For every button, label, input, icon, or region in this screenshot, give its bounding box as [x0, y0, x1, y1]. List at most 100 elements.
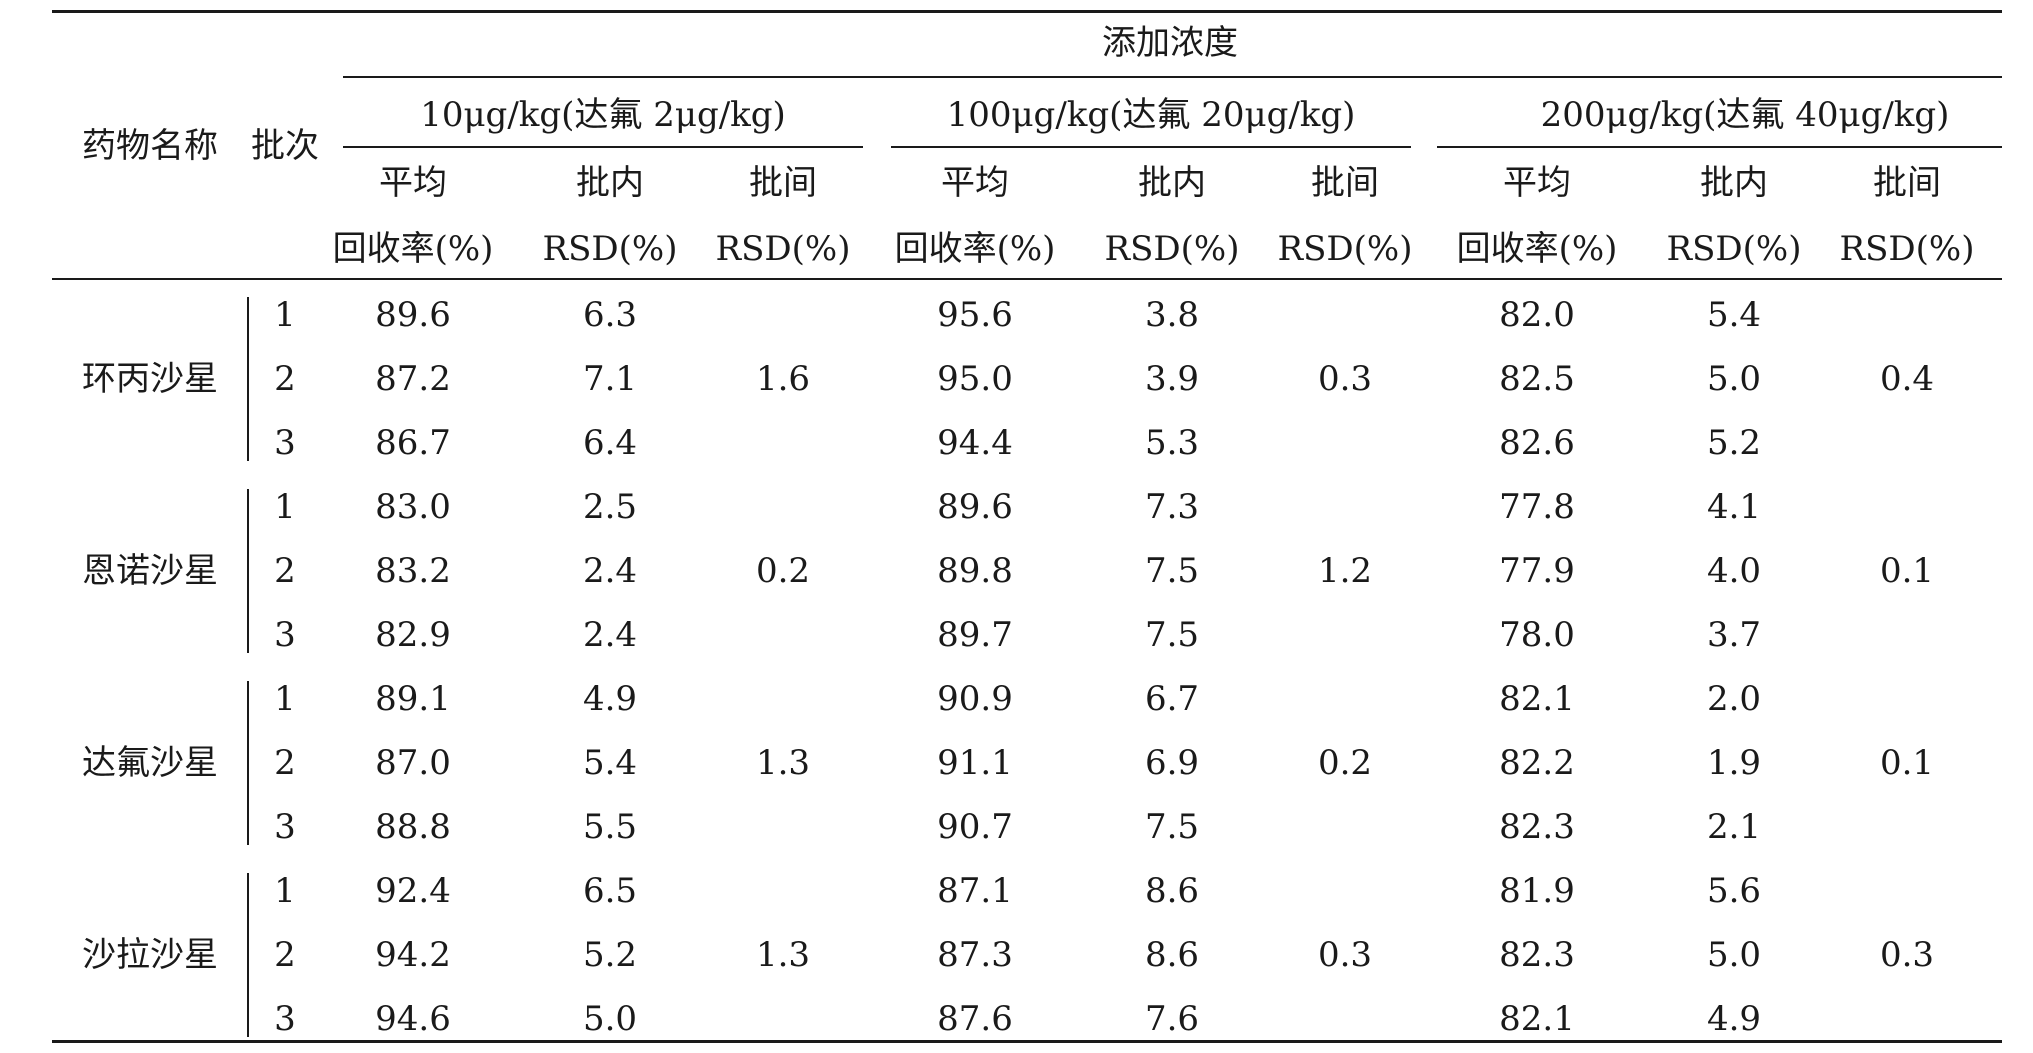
mean-recovery-cell: 82.1	[1499, 679, 1575, 719]
within-batch-rsd-header: RSD(%)	[1666, 229, 1802, 269]
between-batch-rsd-cell: 1.3	[755, 743, 811, 783]
within-batch-rsd-cell: 4.9	[582, 679, 638, 719]
mean-recovery-cell: 94.6	[375, 999, 451, 1039]
mean-recovery-cell: 82.2	[1499, 743, 1575, 783]
drug-group-bracket	[247, 873, 249, 1037]
within-batch-rsd-cell: 2.0	[1706, 679, 1762, 719]
within-batch-rsd-header: 批内	[1138, 163, 1206, 203]
batch-number: 3	[274, 807, 296, 847]
within-batch-rsd-cell: 5.6	[1706, 871, 1762, 911]
within-batch-rsd-cell: 7.3	[1144, 487, 1200, 527]
within-batch-rsd-cell: 3.7	[1706, 615, 1762, 655]
mean-recovery-cell: 89.6	[375, 295, 451, 335]
mean-recovery-cell: 87.1	[937, 871, 1013, 911]
mean-recovery-cell: 87.6	[937, 999, 1013, 1039]
mean-recovery-cell: 91.1	[937, 743, 1013, 783]
mean-recovery-cell: 77.8	[1499, 487, 1575, 527]
drug-name: 沙拉沙星	[82, 935, 218, 975]
between-batch-rsd-cell: 0.1	[1879, 743, 1935, 783]
level-1-underline	[343, 146, 863, 148]
between-batch-rsd-cell: 0.3	[1879, 935, 1935, 975]
within-batch-rsd-cell: 1.9	[1706, 743, 1762, 783]
between-batch-rsd-cell: 0.4	[1879, 359, 1935, 399]
batch-number: 2	[274, 359, 296, 399]
mean-recovery-cell: 95.0	[937, 359, 1013, 399]
within-batch-rsd-cell: 5.4	[582, 743, 638, 783]
within-batch-rsd-cell: 5.3	[1144, 423, 1200, 463]
mean-recovery-cell: 87.3	[937, 935, 1013, 975]
mean-recovery-header: 回收率(%)	[1456, 229, 1618, 269]
level-2-underline	[891, 146, 1411, 148]
mean-recovery-cell: 82.0	[1499, 295, 1575, 335]
mean-recovery-cell: 92.4	[375, 871, 451, 911]
within-batch-rsd-cell: 2.4	[582, 615, 638, 655]
mean-recovery-cell: 77.9	[1499, 551, 1575, 591]
drug-name: 达氟沙星	[82, 743, 218, 783]
within-batch-rsd-cell: 7.1	[582, 359, 638, 399]
batch-number: 1	[274, 679, 296, 719]
drug-name: 恩诺沙星	[82, 551, 218, 591]
level-header: 200μg/kg(达氟 40μg/kg)	[1540, 95, 1950, 135]
within-batch-rsd-cell: 5.0	[1706, 359, 1762, 399]
mean-recovery-header: 回收率(%)	[332, 229, 494, 269]
within-batch-rsd-cell: 7.6	[1144, 999, 1200, 1039]
between-batch-rsd-header: RSD(%)	[1277, 229, 1413, 269]
batch-number: 3	[274, 423, 296, 463]
mean-recovery-cell: 87.0	[375, 743, 451, 783]
bottom-rule	[52, 1040, 2002, 1043]
mean-recovery-cell: 89.1	[375, 679, 451, 719]
mean-recovery-cell: 94.4	[937, 423, 1013, 463]
within-batch-rsd-header: RSD(%)	[1104, 229, 1240, 269]
within-batch-rsd-cell: 5.2	[1706, 423, 1762, 463]
batch-number: 1	[274, 871, 296, 911]
drug-group-bracket	[247, 681, 249, 845]
within-batch-rsd-cell: 5.0	[1706, 935, 1762, 975]
mean-recovery-cell: 89.7	[937, 615, 1013, 655]
mean-recovery-cell: 86.7	[375, 423, 451, 463]
between-batch-rsd-cell: 0.2	[755, 551, 811, 591]
mean-recovery-header: 平均	[1503, 163, 1571, 203]
mean-recovery-cell: 82.6	[1499, 423, 1575, 463]
concentration-underline	[343, 76, 2002, 78]
batch-number: 1	[274, 487, 296, 527]
batch-number: 2	[274, 935, 296, 975]
between-batch-rsd-cell: 0.2	[1317, 743, 1373, 783]
mean-recovery-cell: 83.0	[375, 487, 451, 527]
mean-recovery-cell: 94.2	[375, 935, 451, 975]
within-batch-rsd-cell: 8.6	[1144, 935, 1200, 975]
mean-recovery-cell: 87.2	[375, 359, 451, 399]
between-batch-rsd-cell: 1.2	[1317, 551, 1373, 591]
mean-recovery-cell: 82.1	[1499, 999, 1575, 1039]
column-header-drug-name: 药物名称	[82, 126, 218, 166]
within-batch-rsd-cell: 5.4	[1706, 295, 1762, 335]
within-batch-rsd-cell: 5.2	[582, 935, 638, 975]
mean-recovery-cell: 90.9	[937, 679, 1013, 719]
between-batch-rsd-cell: 1.6	[755, 359, 811, 399]
batch-number: 3	[274, 615, 296, 655]
batch-number: 1	[274, 295, 296, 335]
within-batch-rsd-cell: 8.6	[1144, 871, 1200, 911]
header-bottom-rule	[52, 278, 2002, 280]
mean-recovery-cell: 89.8	[937, 551, 1013, 591]
between-batch-rsd-cell: 1.3	[755, 935, 811, 975]
batch-number: 2	[274, 743, 296, 783]
between-batch-rsd-cell: 0.3	[1317, 359, 1373, 399]
within-batch-rsd-cell: 4.9	[1706, 999, 1762, 1039]
within-batch-rsd-cell: 5.0	[582, 999, 638, 1039]
level-header: 100μg/kg(达氟 20μg/kg)	[946, 95, 1356, 135]
mean-recovery-cell: 88.8	[375, 807, 451, 847]
between-batch-rsd-cell: 0.1	[1879, 551, 1935, 591]
within-batch-rsd-cell: 4.0	[1706, 551, 1762, 591]
within-batch-rsd-cell: 2.5	[582, 487, 638, 527]
within-batch-rsd-cell: 6.4	[582, 423, 638, 463]
batch-number: 2	[274, 551, 296, 591]
top-rule	[52, 10, 2002, 13]
spike-concentration-header: 添加浓度	[1102, 23, 1238, 63]
mean-recovery-cell: 82.5	[1499, 359, 1575, 399]
mean-recovery-header: 平均	[941, 163, 1009, 203]
within-batch-rsd-cell: 6.5	[582, 871, 638, 911]
column-header-batch: 批次	[251, 126, 319, 166]
between-batch-rsd-header: 批间	[749, 163, 817, 203]
between-batch-rsd-header: RSD(%)	[715, 229, 851, 269]
